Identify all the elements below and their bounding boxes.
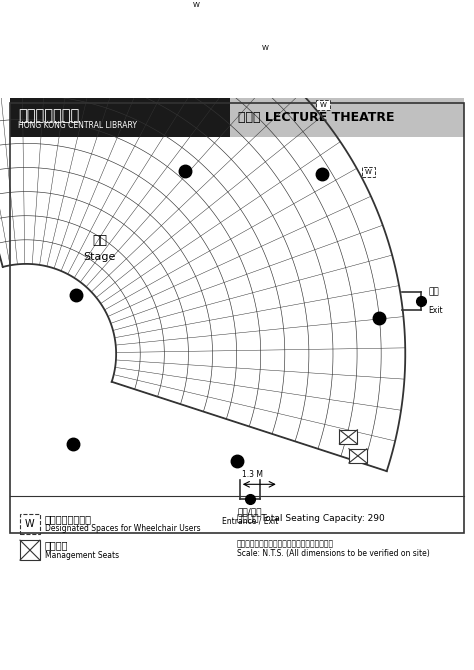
- Text: Management Seats: Management Seats: [45, 551, 119, 559]
- Text: 香港中央圖書館: 香港中央圖書館: [18, 109, 79, 123]
- Text: 舞台: 舞台: [92, 234, 107, 247]
- Text: 輪椅人士專用位置: 輪椅人士專用位置: [45, 514, 91, 524]
- Text: Designated Spaces for Wheelchair Users: Designated Spaces for Wheelchair Users: [45, 525, 201, 533]
- FancyBboxPatch shape: [317, 100, 330, 110]
- Bar: [349, 449, 367, 463]
- Text: Exit: Exit: [428, 306, 443, 315]
- Text: W: W: [192, 3, 200, 9]
- Text: 座位總數 Total Seating Capacity: 290: 座位總數 Total Seating Capacity: 290: [237, 515, 385, 523]
- Text: W: W: [365, 169, 372, 175]
- Bar: [20, 540, 40, 560]
- Text: 演講廳 LECTURE THEATRE: 演講廳 LECTURE THEATRE: [238, 111, 394, 125]
- Bar: [10, 98, 230, 137]
- FancyBboxPatch shape: [362, 167, 375, 177]
- Text: 場館留座: 場館留座: [45, 540, 68, 550]
- Bar: [20, 514, 40, 534]
- Text: 1.3 M: 1.3 M: [242, 470, 263, 478]
- Text: 入口/出口: 入口/出口: [237, 507, 262, 516]
- FancyBboxPatch shape: [190, 0, 203, 11]
- Text: Scale: N.T.S. (All dimensions to be verified on site): Scale: N.T.S. (All dimensions to be veri…: [237, 549, 430, 558]
- Text: W: W: [25, 519, 35, 529]
- Text: 出口: 出口: [428, 287, 439, 296]
- Text: Stage: Stage: [83, 252, 116, 262]
- FancyBboxPatch shape: [258, 43, 272, 54]
- Bar: [230, 98, 464, 137]
- Bar: [339, 429, 357, 444]
- Text: W: W: [261, 46, 268, 52]
- Text: HONG KONG CENTRAL LIBRARY: HONG KONG CENTRAL LIBRARY: [18, 121, 137, 131]
- Text: W: W: [319, 102, 327, 108]
- Text: Entrance / Exit: Entrance / Exit: [222, 517, 278, 525]
- Text: 此圖非按比例繪製（所有尺寸以現場量度為準）: 此圖非按比例繪製（所有尺寸以現場量度為準）: [237, 539, 334, 548]
